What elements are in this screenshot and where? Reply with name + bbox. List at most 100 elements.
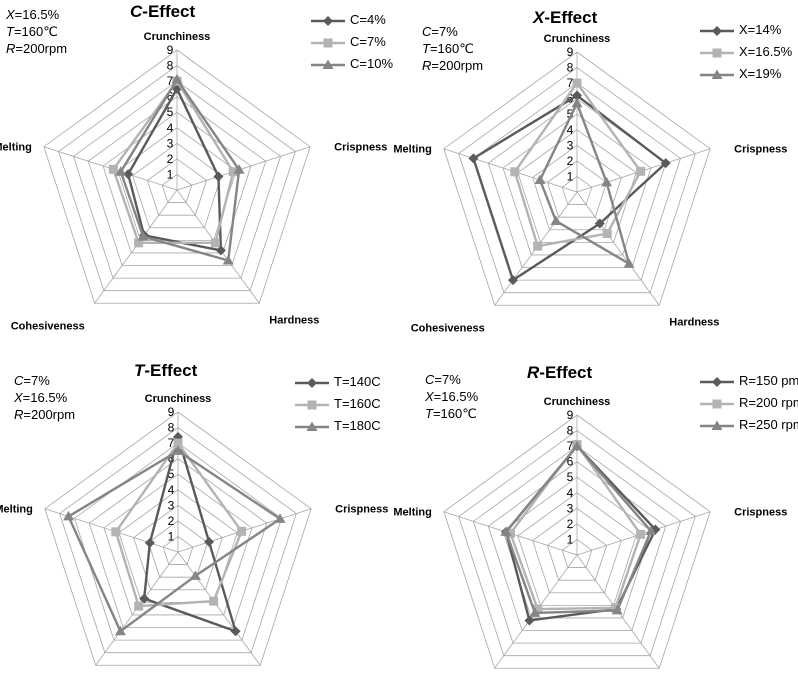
point-t-140c-crispness: [204, 536, 215, 547]
fixed-conditions: C=7% X=16.5% R=200rpm: [14, 372, 75, 423]
legend-label: T=160C: [334, 396, 381, 411]
point-r-200-rpm-hardness: [610, 603, 620, 613]
tick-label-5: 5: [168, 467, 175, 481]
point-c-7-melting: [108, 164, 118, 174]
axis-label-melting: Melting: [393, 507, 432, 519]
tick-label-4: 4: [567, 123, 574, 137]
legend-label: X=19%: [739, 66, 782, 81]
point-x-14-hardness: [594, 218, 605, 229]
point-t-160c-cohesiveness: [134, 601, 144, 611]
legend-label: C=7%: [350, 34, 386, 49]
condition-value: =160℃: [429, 41, 474, 56]
legend-marker-diamond: [712, 377, 722, 387]
legend-swatch: [311, 16, 345, 26]
chart-title: T-Effect: [134, 361, 197, 381]
point-x-14-cohesiveness: [507, 275, 518, 286]
legend-marker-triangle: [306, 421, 318, 431]
series-line-r-200-rpm: [509, 443, 642, 611]
tick-label-7: 7: [167, 74, 174, 88]
point-t-160c-melting: [111, 527, 121, 537]
condition-variable: C: [425, 372, 435, 387]
tick-label-4: 4: [168, 483, 175, 497]
legend-swatch: [295, 421, 329, 431]
axis-label-crunchiness: Crunchiness: [145, 393, 212, 405]
grid-ring-7: [472, 445, 682, 644]
axis-label-crispness: Crispness: [335, 504, 388, 516]
condition-variable: T: [425, 406, 433, 421]
condition-variable: X: [6, 7, 15, 22]
point-x-14-crunchiness: [572, 90, 582, 101]
condition-variable: T: [6, 24, 14, 39]
legend-label: X=16.5%: [739, 44, 793, 59]
point-r-200-rpm-crispness: [636, 529, 646, 539]
legend-swatch: [700, 399, 734, 409]
series-line-c-10: [119, 78, 241, 262]
point-x-19-cohesiveness: [550, 215, 562, 225]
chart-title: C-Effect: [130, 2, 195, 22]
condition-variable: C: [422, 24, 432, 39]
condition-t: T=160℃: [425, 405, 478, 422]
grid-ring-8: [59, 427, 297, 654]
condition-value: =7%: [434, 372, 461, 387]
point-c-10-melting: [115, 166, 127, 176]
point-x-19-melting: [534, 174, 546, 184]
axis-label-cohesiveness: Cohesiveness: [11, 320, 85, 332]
radar-panel-t-effect: 123456789CrunchinessCrispnessHardnessCoh…: [0, 337, 399, 674]
point-x-16-5-melting: [510, 167, 520, 177]
condition-value: =160℃: [432, 406, 477, 421]
series-line-r-250-rpm: [504, 444, 653, 615]
point-c-4-crispness: [213, 171, 224, 182]
radar-panel-x-effect: 1 2 3 4 5 6 7 8 9 Crunchiness Crispness Hardness Coh…: [393, 0, 798, 337]
point-c-7-cohesiveness: [134, 238, 144, 248]
tick-label-8: 8: [567, 61, 574, 75]
series-x-19: [534, 97, 635, 268]
fixed-conditions: X=16.5% T=160℃ R=200rpm: [6, 6, 67, 57]
tick-label-1: 1: [567, 169, 574, 183]
fixed-conditions: C=7% T=160℃ R=200rpm: [422, 23, 483, 74]
spoke-hardness: [177, 551, 261, 666]
legend-label: R=150 pm: [739, 373, 798, 388]
grid-ring-1: [161, 173, 193, 203]
condition-variable: R: [14, 407, 24, 422]
point-x-19-hardness: [623, 258, 635, 268]
series-c-4: [123, 83, 226, 256]
point-x-19-crunchiness: [571, 97, 583, 108]
grid-ring-7: [72, 80, 282, 279]
legend-marker-triangle: [322, 59, 334, 69]
legend-swatch: [700, 377, 734, 387]
tick-label-6: 6: [567, 455, 574, 469]
grid-ring-4: [517, 129, 637, 243]
chart-title-variable: C: [130, 2, 143, 21]
tick-label-7: 7: [567, 76, 574, 90]
tick-label-5: 5: [167, 105, 174, 119]
spoke-hardness: [576, 191, 660, 306]
grid-ring-3: [532, 507, 622, 594]
axis-label-crunchiness: Crunchiness: [544, 396, 611, 408]
point-r-250-rpm-hardness: [611, 604, 623, 615]
tick-label-4: 4: [567, 486, 574, 500]
series-x-14: [468, 90, 671, 286]
grid-ring-2: [546, 160, 608, 218]
axis-label-crunchiness: Crunchiness: [544, 33, 611, 45]
point-x-19-crispness: [601, 176, 613, 187]
point-x-16-5-crunchiness: [572, 78, 582, 88]
tick-label-8: 8: [168, 421, 175, 435]
chart-title-suffix: -Effect: [539, 363, 593, 382]
radar-panel-c-effect: 1 2 3 4 5 6 7 8 9 Crunchiness Crispness Hardness Coh…: [0, 0, 399, 337]
grid-ring-7: [472, 82, 682, 281]
condition-variable: X: [14, 390, 23, 405]
grid-ring-8: [58, 65, 296, 292]
point-t-160c-crunchiness: [173, 438, 183, 448]
legend-marker-square: [712, 48, 722, 58]
tick-label-3: 3: [168, 498, 175, 512]
tick-label-9: 9: [168, 405, 175, 419]
fixed-conditions: C=7% X=16.5% T=160℃: [425, 371, 478, 422]
point-c-10-cohesiveness: [137, 231, 149, 241]
tick-label-7: 7: [567, 439, 574, 453]
legend-label: C=10%: [350, 56, 393, 71]
condition-c: C=7%: [422, 23, 483, 40]
grid-ring-5: [103, 473, 253, 616]
condition-c: C=7%: [14, 372, 75, 389]
